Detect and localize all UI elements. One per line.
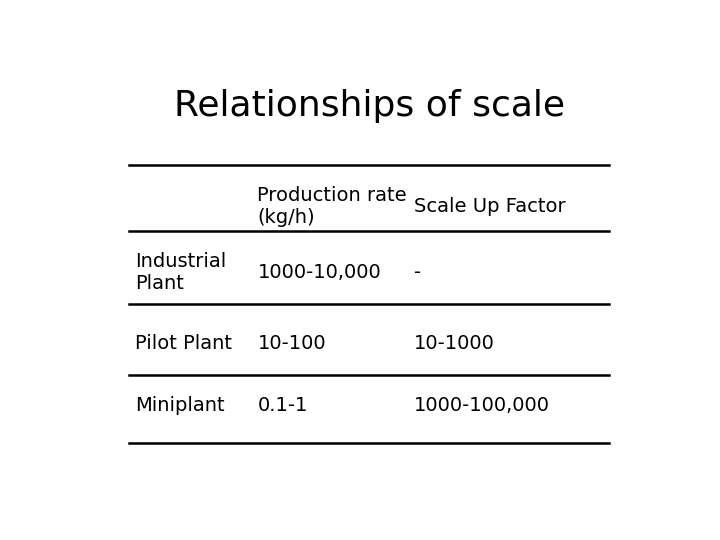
Text: Industrial
Plant: Industrial Plant (135, 252, 226, 293)
Text: 1000-10,000: 1000-10,000 (258, 263, 381, 282)
Text: -: - (413, 263, 420, 282)
Text: 10-100: 10-100 (258, 334, 326, 353)
Text: Relationships of scale: Relationships of scale (174, 90, 564, 123)
Text: Scale Up Factor: Scale Up Factor (413, 197, 565, 215)
Text: Production rate
(kg/h): Production rate (kg/h) (258, 186, 407, 227)
Text: Pilot Plant: Pilot Plant (135, 334, 232, 353)
Text: 1000-100,000: 1000-100,000 (413, 396, 549, 415)
Text: Miniplant: Miniplant (135, 396, 224, 415)
Text: 10-1000: 10-1000 (413, 334, 495, 353)
Text: 0.1-1: 0.1-1 (258, 396, 307, 415)
